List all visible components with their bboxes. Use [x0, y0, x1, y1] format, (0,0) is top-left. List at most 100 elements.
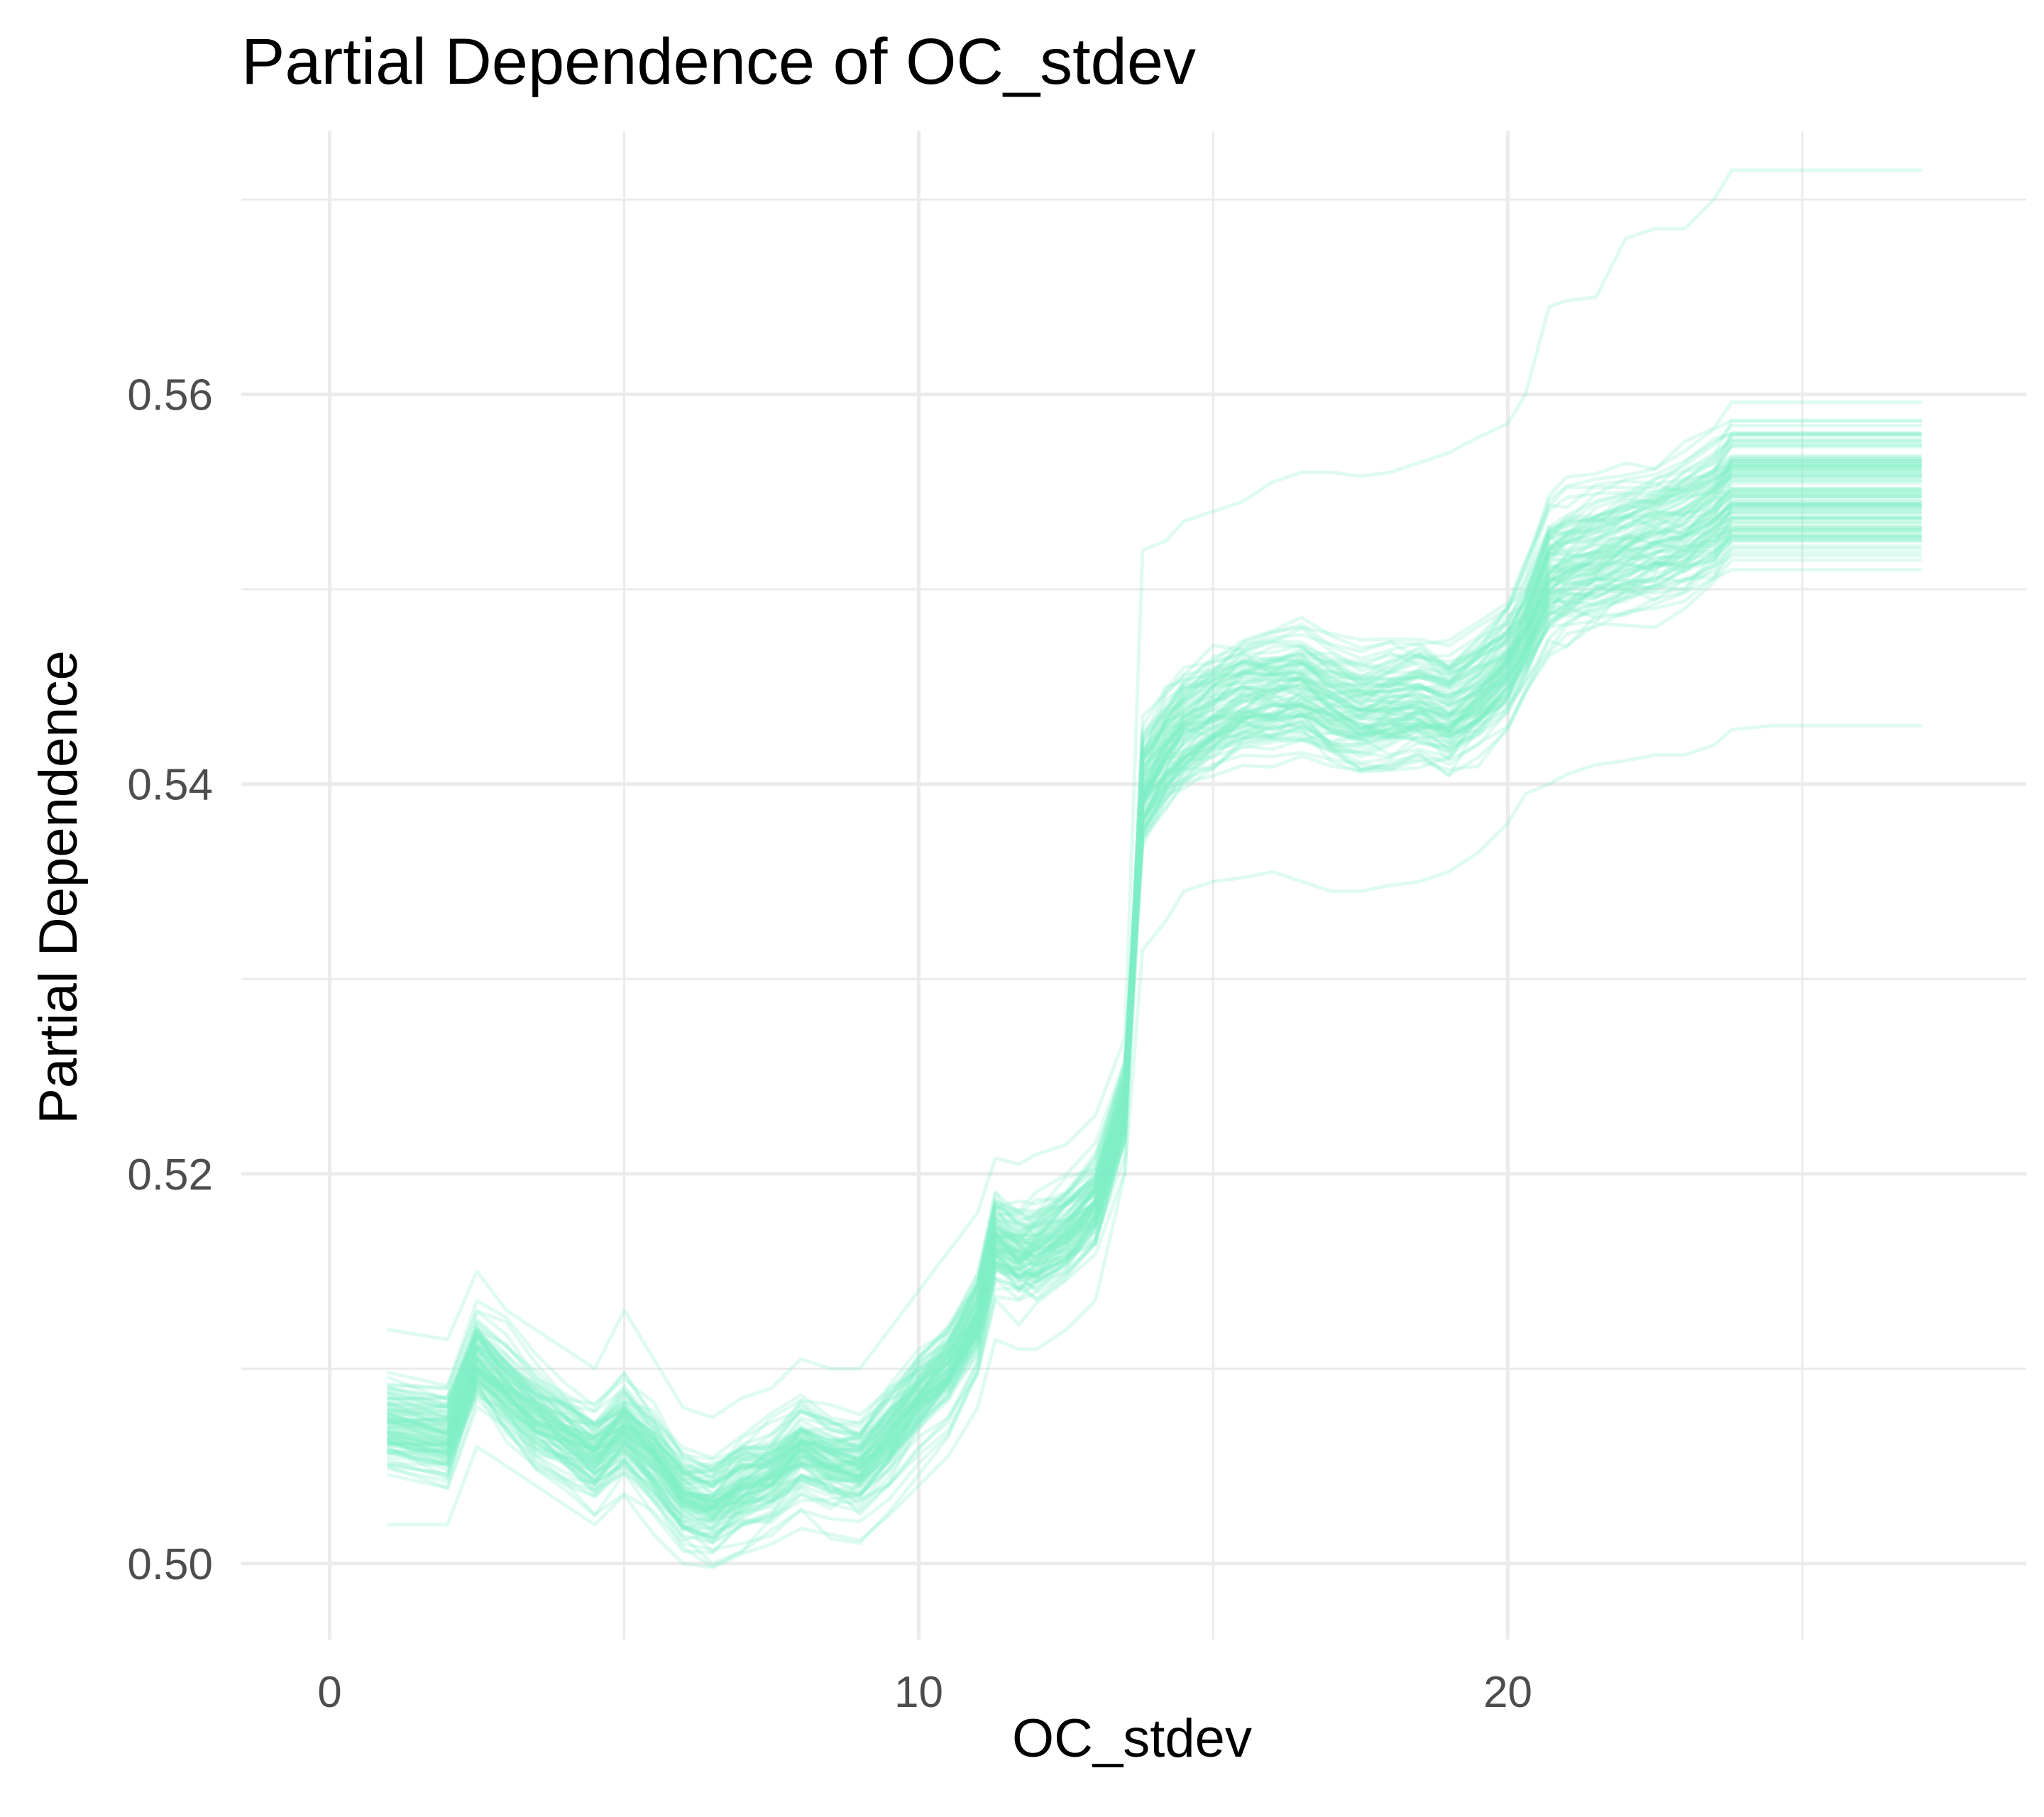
ice-curve — [387, 432, 1923, 1517]
y-tick-label: 0.50 — [127, 1540, 213, 1589]
ice-curve — [387, 525, 1923, 1540]
ice-curve — [387, 463, 1923, 1515]
ice-curve — [387, 471, 1923, 1474]
ice-curve — [387, 558, 1923, 1490]
ice-curve — [387, 481, 1923, 1516]
ice-curve — [387, 461, 1923, 1513]
ice-lines — [387, 168, 1923, 1569]
x-tick-label: 10 — [894, 1668, 943, 1717]
ice-curve — [387, 502, 1923, 1523]
ice-curve — [387, 462, 1923, 1491]
ice-curve — [387, 538, 1923, 1469]
y-tick-label: 0.52 — [127, 1151, 213, 1200]
ice-curve — [387, 468, 1923, 1513]
ice-curve — [387, 460, 1923, 1505]
ice-curve — [387, 440, 1923, 1476]
ice-curve — [387, 475, 1923, 1545]
ice-curve — [387, 539, 1923, 1500]
ice-curve — [387, 502, 1923, 1521]
tick-labels: 0.50 0.52 0.54 0.56 0 10 20 — [127, 371, 1532, 1717]
ice-curve — [387, 499, 1923, 1555]
ice-curve — [387, 503, 1923, 1503]
ice-curve — [387, 527, 1923, 1469]
ice-curve — [387, 525, 1923, 1505]
ice-curve — [387, 438, 1923, 1498]
ice-curve — [387, 465, 1923, 1520]
ice-curve — [387, 424, 1923, 1513]
ice-curve — [387, 510, 1923, 1486]
ice-curve — [387, 463, 1923, 1471]
ice-curve — [387, 444, 1923, 1509]
ice-curve — [387, 517, 1923, 1527]
ice-curve — [387, 418, 1923, 1542]
ice-curve — [387, 492, 1923, 1544]
ice-curve — [387, 472, 1923, 1512]
y-tick-label: 0.56 — [127, 371, 213, 420]
ice-curve — [387, 515, 1923, 1541]
ice-curve — [387, 507, 1923, 1537]
ice-curve — [387, 432, 1923, 1566]
ice-curve — [387, 475, 1923, 1532]
ice-curve — [387, 531, 1923, 1509]
ice-curve — [387, 456, 1923, 1510]
ice-curve — [387, 442, 1923, 1525]
ice-curve — [387, 478, 1923, 1505]
ice-curve — [387, 534, 1923, 1461]
ice-curve — [387, 516, 1923, 1531]
x-axis-title: OC_stdev — [1012, 1708, 1252, 1769]
y-axis-title: Partial Dependence — [28, 650, 89, 1124]
ice-curve — [387, 445, 1923, 1544]
ice-curve — [387, 495, 1923, 1498]
grid — [241, 131, 2026, 1640]
ice-curve — [387, 434, 1923, 1487]
ice-curve — [387, 459, 1923, 1540]
ice-curve-extreme — [387, 168, 1923, 1420]
ice-curve — [387, 503, 1923, 1487]
ice-curve — [387, 554, 1923, 1489]
ice-curve — [387, 505, 1923, 1474]
ice-curve — [387, 494, 1923, 1510]
ice-curve — [387, 516, 1923, 1503]
ice-curve — [387, 534, 1923, 1509]
ice-curve — [387, 527, 1923, 1517]
ice-curve — [387, 510, 1923, 1495]
ice-curve — [387, 505, 1923, 1477]
ice-curve — [387, 459, 1923, 1504]
ice-curve — [387, 494, 1923, 1502]
ice-curve — [387, 432, 1923, 1519]
ice-curve — [387, 469, 1923, 1501]
ice-curve — [387, 507, 1923, 1460]
ice-curve — [387, 455, 1923, 1539]
ice-curve — [387, 468, 1923, 1499]
ice-curve — [387, 520, 1923, 1501]
ice-curve — [387, 478, 1923, 1515]
ice-curve — [387, 488, 1923, 1510]
ice-curve — [387, 419, 1923, 1508]
ice-curve — [387, 503, 1923, 1534]
ice-curve — [387, 487, 1923, 1554]
ice-curve — [387, 464, 1923, 1500]
ice-curve — [387, 534, 1923, 1512]
ice-curve — [387, 568, 1923, 1530]
ice-curve — [387, 529, 1923, 1474]
x-tick-label: 20 — [1483, 1668, 1532, 1717]
ice-curve — [387, 475, 1923, 1482]
ice-curve — [387, 439, 1923, 1496]
ice-curve — [387, 467, 1923, 1520]
ice-curve — [387, 400, 1923, 1515]
ice-curve — [387, 486, 1923, 1520]
ice-curve — [387, 547, 1923, 1485]
ice-curve — [387, 488, 1923, 1509]
ice-curve — [387, 490, 1923, 1509]
ice-curve — [387, 472, 1923, 1522]
ice-curve — [387, 544, 1923, 1485]
ice-curve — [387, 520, 1923, 1552]
ice-curve — [387, 490, 1923, 1517]
ice-curve — [387, 454, 1923, 1532]
ice-curve — [387, 537, 1923, 1503]
ice-curve — [387, 550, 1923, 1522]
y-tick-label: 0.54 — [127, 761, 213, 810]
chart-title: Partial Dependence of OC_stdev — [241, 26, 1196, 98]
ice-curve — [387, 515, 1923, 1471]
